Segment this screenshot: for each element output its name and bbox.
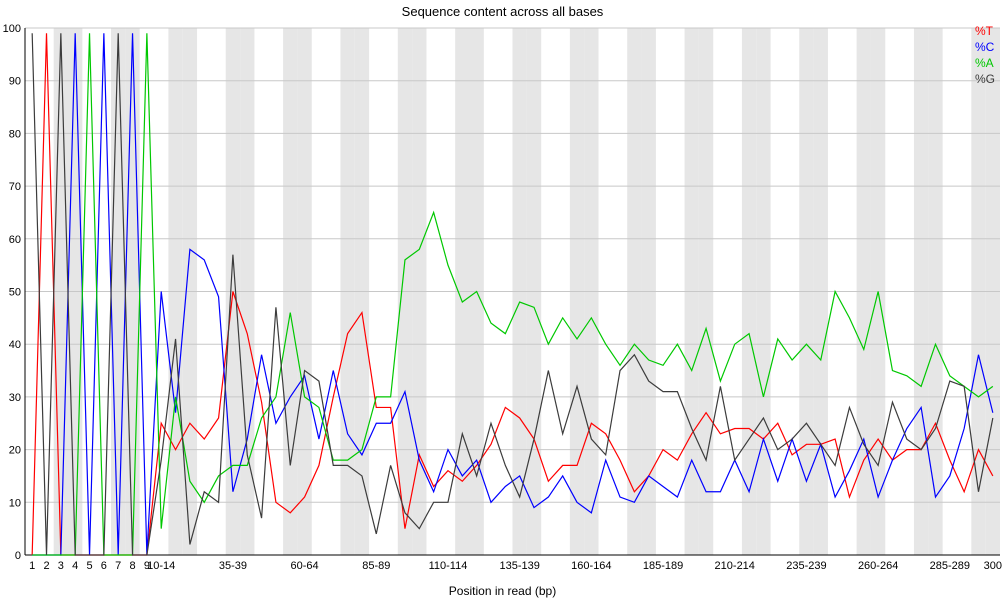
svg-text:5: 5 xyxy=(86,560,92,572)
svg-text:10: 10 xyxy=(9,497,21,509)
svg-text:10-14: 10-14 xyxy=(147,560,175,572)
svg-text:285-289: 285-289 xyxy=(930,560,970,572)
svg-text:4: 4 xyxy=(72,560,78,572)
svg-text:3: 3 xyxy=(58,560,64,572)
svg-text:100: 100 xyxy=(3,23,21,35)
svg-text:20: 20 xyxy=(9,445,21,457)
svg-text:80: 80 xyxy=(9,128,21,140)
svg-text:35-39: 35-39 xyxy=(219,560,247,572)
svg-text:135-139: 135-139 xyxy=(499,560,539,572)
chart-title: Sequence content across all bases xyxy=(0,4,1005,19)
svg-text:210-214: 210-214 xyxy=(715,560,755,572)
svg-text:50: 50 xyxy=(9,287,21,299)
svg-text:60: 60 xyxy=(9,234,21,246)
svg-text:60-64: 60-64 xyxy=(291,560,319,572)
svg-text:30: 30 xyxy=(9,392,21,404)
svg-text:7: 7 xyxy=(115,560,121,572)
svg-text:0: 0 xyxy=(15,550,21,562)
svg-text:300: 300 xyxy=(984,560,1002,572)
svg-text:85-89: 85-89 xyxy=(362,560,390,572)
svg-text:%G: %G xyxy=(975,72,995,86)
svg-text:6: 6 xyxy=(101,560,107,572)
svg-text:185-189: 185-189 xyxy=(643,560,683,572)
svg-text:260-264: 260-264 xyxy=(858,560,898,572)
svg-text:%A: %A xyxy=(975,56,994,70)
chart-svg: 010203040506070809010012345678910-1435-3… xyxy=(0,0,1005,600)
svg-text:110-114: 110-114 xyxy=(429,560,468,572)
svg-text:235-239: 235-239 xyxy=(786,560,826,572)
svg-text:90: 90 xyxy=(9,76,21,88)
svg-text:70: 70 xyxy=(9,181,21,193)
svg-text:%C: %C xyxy=(975,40,995,54)
svg-text:2: 2 xyxy=(43,560,49,572)
svg-text:160-164: 160-164 xyxy=(571,560,611,572)
svg-text:%T: %T xyxy=(975,24,994,38)
svg-text:8: 8 xyxy=(129,560,135,572)
svg-text:40: 40 xyxy=(9,339,21,351)
sequence-content-chart: Sequence content across all bases 0 10 20 3… xyxy=(0,0,1005,600)
svg-text:1: 1 xyxy=(29,560,35,572)
x-axis-label: Position in read (bp) xyxy=(0,584,1005,598)
